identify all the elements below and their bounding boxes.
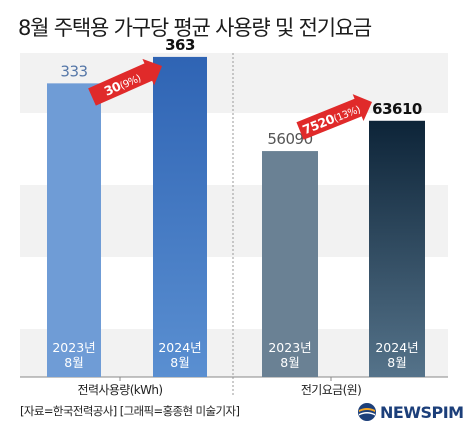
logo-text: NEWSPIM: [380, 402, 464, 422]
category-label: 8월: [280, 355, 299, 370]
bar: [47, 83, 101, 378]
category-label: 2024년: [158, 340, 201, 355]
category-label: 2023년: [52, 340, 95, 355]
category-label: 8월: [387, 355, 406, 370]
x-axis-label: 전력사용량(kWh): [78, 383, 163, 397]
x-axis-label: 전기요금(원): [301, 383, 361, 397]
arrow-shape: [88, 58, 163, 106]
chart-title: 8월 주택용 가구당 평균 사용량 및 전기요금: [18, 16, 372, 40]
bar: [262, 151, 318, 377]
bar-value-label: 63610: [372, 100, 422, 118]
arrow-shape: [296, 94, 373, 140]
bar: [153, 56, 207, 377]
bar: [369, 120, 425, 377]
newspim-globe-icon: [358, 403, 376, 421]
category-label: 8월: [64, 355, 83, 370]
change-arrow: 30(9%): [88, 58, 163, 106]
source-note: [자료=한국전력공사] [그래픽=홍종현 미술기자]: [20, 404, 240, 418]
newspim-logo: NEWSPIM: [357, 402, 464, 422]
change-arrow: 7520(13%): [296, 94, 373, 140]
category-label: 2023년: [268, 340, 311, 355]
bar-value-label: 363: [165, 36, 195, 54]
category-label: 2024년: [375, 340, 418, 355]
bar-value-label: 333: [60, 62, 87, 80]
category-label: 8월: [170, 355, 189, 370]
